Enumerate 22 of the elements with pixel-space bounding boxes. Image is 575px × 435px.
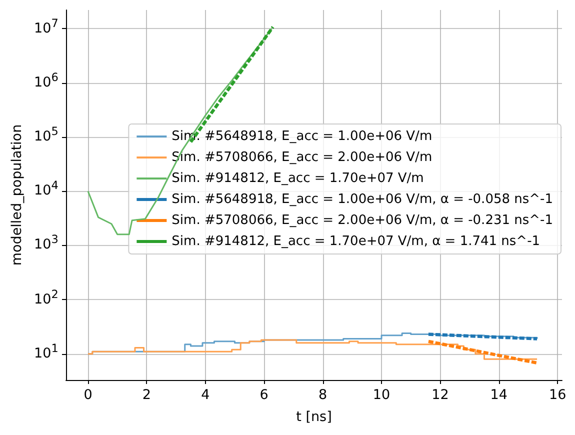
x-tick-label: 16 bbox=[549, 387, 566, 403]
y-tick-label: 10$^{6}$ bbox=[34, 70, 58, 90]
y-tick-label: 10$^{7}$ bbox=[34, 16, 58, 36]
y-tick-label: 10$^{1}$ bbox=[34, 342, 58, 362]
legend-label: Sim. #5708066, E_acc = 2.00e+06 V/m, α = -0.231 ns^-1 bbox=[172, 213, 554, 228]
y-axis-title: modelled_population bbox=[9, 124, 25, 266]
y-tick-label: 10$^{2}$ bbox=[34, 288, 58, 308]
x-tick-label: 6 bbox=[260, 387, 268, 403]
legend-label: Sim. #914812, E_acc = 1.70e+07 V/m, α = 1.741 ns^-1 bbox=[172, 234, 540, 249]
x-tick-label: 0 bbox=[84, 387, 92, 403]
y-tick-label: 10$^{5}$ bbox=[34, 125, 58, 144]
x-tick-label: 8 bbox=[318, 387, 328, 403]
y-tick-label: 10$^{3}$ bbox=[34, 233, 58, 253]
x-tick-label: 14 bbox=[490, 387, 508, 403]
x-tick-label: 10 bbox=[372, 387, 390, 403]
legend-label: Sim. #5648918, E_acc = 1.00e+06 V/m, α = -0.058 ns^-1 bbox=[172, 192, 554, 207]
x-axis-title: t [ns] bbox=[296, 409, 332, 425]
x-tick-label: 2 bbox=[142, 387, 152, 403]
y-tick-label: 10$^{4}$ bbox=[34, 179, 58, 199]
x-tick-label: 12 bbox=[432, 387, 449, 403]
x-tick-label: 4 bbox=[201, 387, 210, 403]
legend-label: Sim. #914812, E_acc = 1.70e+07 V/m bbox=[172, 171, 424, 186]
